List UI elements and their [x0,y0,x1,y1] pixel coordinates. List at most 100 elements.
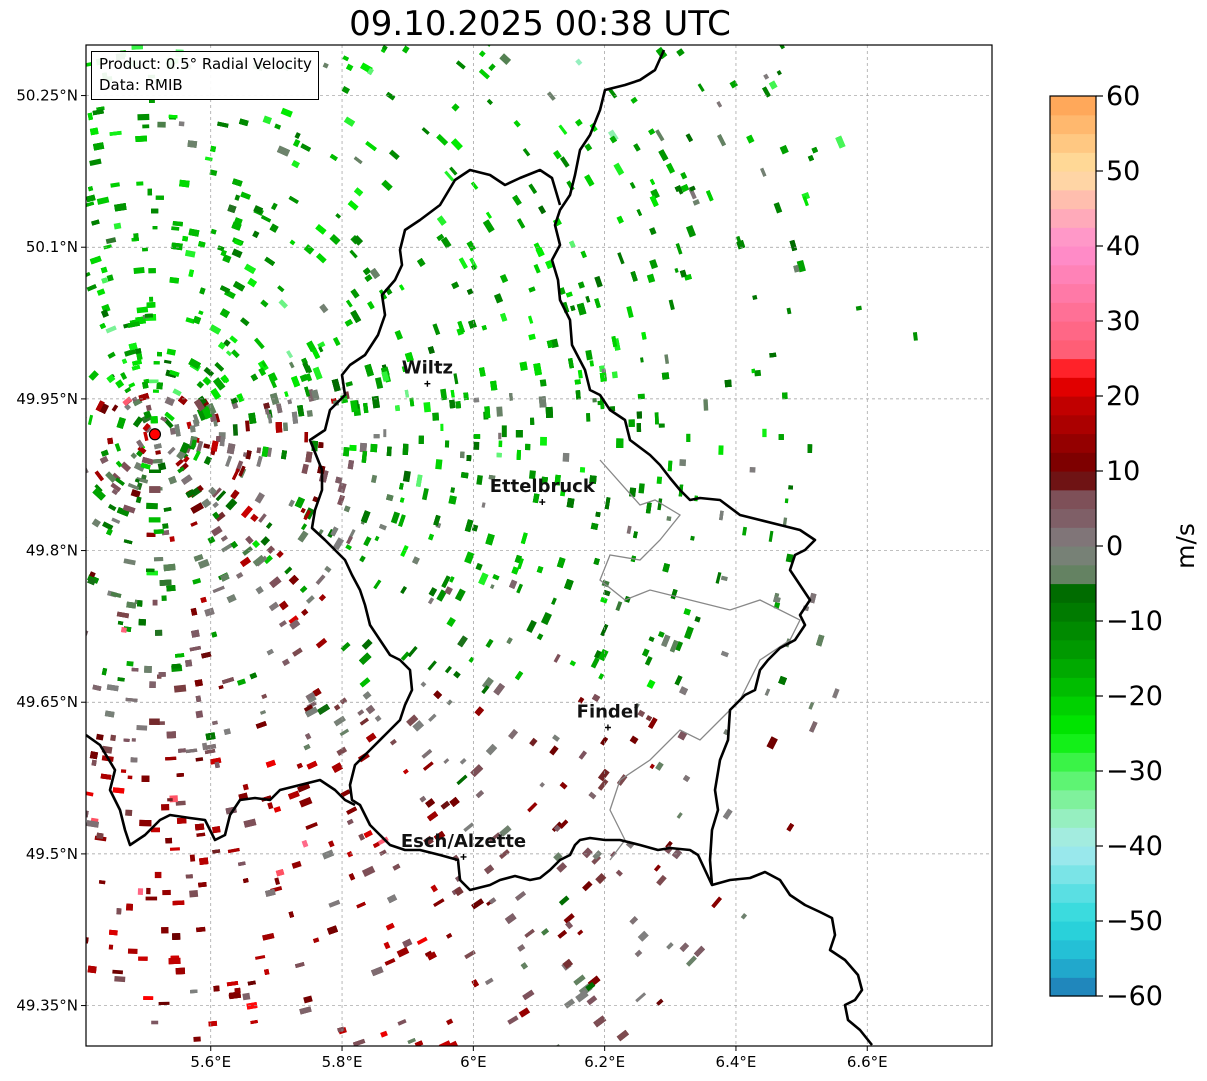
colorbar-tick-label: −60 [1106,981,1163,1012]
colorbar-swatch [1050,639,1096,660]
radar-site-dot [148,428,162,441]
germany-france-border [711,870,874,1046]
city-markers: Wiltz Ettelbruck Findel Esch/Alzette [401,358,639,860]
colorbar-swatch [1050,714,1096,735]
colorbar-swatch [1050,677,1096,697]
colorbar-swatch [1050,921,1096,941]
city-label: Findel [577,702,640,723]
colorbar-swatch [1050,489,1096,510]
colorbar-tick-label: 50 [1106,156,1140,187]
colorbar-swatches [1050,96,1096,997]
colorbar-swatch [1050,789,1096,810]
city-label: Wiltz [402,358,453,379]
colorbar-ticks: 60 50 40 30 20 10 0 −10 −20 −30 −40 −50 −60 [1096,81,1163,1012]
colorbar-swatch [1050,133,1096,153]
colorbar-swatch [1050,958,1096,978]
y-tick-label: 49.65°N [16,693,78,711]
x-tick-label: 6.2°E [584,1053,625,1071]
city-marker [604,724,611,731]
colorbar-swatch [1050,208,1096,228]
colorbar-swatch [1050,377,1096,397]
x-tick-label: 5.8°E [322,1053,363,1071]
colorbar-swatch [1050,771,1096,791]
colorbar-tick-label: −50 [1106,906,1163,937]
axis-ticks: 5.6°E 5.8°E 6°E 6.2°E 6.4°E 6.6°E 50.25°N 50.1°… [16,87,887,1071]
radar-echoes [86,45,918,1046]
colorbar-swatch [1050,189,1096,210]
colorbar-swatch [1050,527,1096,547]
colorbar-swatch [1050,114,1096,135]
colorbar-tick-label: −30 [1106,756,1163,787]
colorbar-swatch [1050,546,1096,566]
colorbar-swatch [1050,171,1096,191]
colorbar-tick-label: −10 [1106,606,1163,637]
luxembourg-border [308,49,817,892]
y-tick-label: 50.1°N [26,238,78,256]
y-tick-label: 49.8°N [26,542,78,560]
colorbar-swatch [1050,246,1096,266]
colorbar-swatch [1050,564,1096,585]
colorbar-swatch [1050,883,1096,903]
product-label: Product: 0.5° Radial Velocity [99,55,312,73]
colorbar-swatch [1050,452,1096,472]
product-info-box: Product: 0.5° Radial Velocity Data: RMIB [91,51,319,100]
colorbar-swatch [1050,864,1096,885]
x-tick-label: 6.6°E [847,1053,888,1071]
colorbar-swatch [1050,827,1096,847]
data-source-label: Data: RMIB [99,76,183,94]
city-label: Esch/Alzette [401,831,526,852]
x-tick-label: 6.4°E [716,1053,757,1071]
colorbar-label: m/s [1171,523,1200,569]
colorbar-swatch [1050,227,1096,247]
colorbar-swatch [1050,358,1096,378]
colorbar-swatch [1050,283,1096,303]
colorbar-swatch [1050,96,1096,116]
colorbar-swatch [1050,977,1096,997]
colorbar-swatch [1050,602,1096,622]
city-label: Ettelbruck [490,476,596,497]
colorbar-swatch [1050,339,1096,360]
colorbar-tick-label: 40 [1106,231,1140,262]
colorbar-swatch [1050,471,1096,491]
region-border [599,459,801,861]
y-tick-label: 49.5°N [26,845,78,863]
colorbar-swatch [1050,583,1096,603]
colorbar-swatch [1050,152,1096,172]
city-marker [424,380,431,387]
colorbar-tick-label: −40 [1106,831,1163,862]
x-tick-label: 6°E [460,1053,487,1071]
y-tick-label: 49.35°N [16,997,78,1015]
y-tick-label: 50.25°N [16,87,78,105]
country-borders [86,49,874,1046]
colorbar-swatch [1050,846,1096,866]
colorbar-swatch [1050,808,1096,828]
radar-site-marker [148,428,162,441]
colorbar-tick-label: 0 [1106,531,1123,562]
colorbar-swatch [1050,733,1096,753]
map-title: 09.10.2025 00:38 UTC [349,4,731,44]
colorbar-tick-label: −20 [1106,681,1163,712]
colorbar-swatch [1050,939,1096,960]
colorbar-swatch [1050,658,1096,678]
colorbar-swatch [1050,396,1096,416]
city-marker [460,853,467,860]
france-belgium-border [86,733,356,847]
colorbar-swatch [1050,321,1096,341]
colorbar-swatch [1050,902,1096,922]
city-marker [539,499,546,506]
colorbar-tick-label: 30 [1106,306,1140,337]
colorbar-swatch [1050,302,1096,322]
colorbar-swatch [1050,433,1096,453]
colorbar-tick-label: 60 [1106,81,1140,112]
colorbar-swatch [1050,414,1096,435]
colorbar-swatch [1050,696,1096,716]
colorbar-swatch [1050,508,1096,528]
plot-frame [85,44,993,1047]
colorbar-swatch [1050,752,1096,772]
colorbar-swatch [1050,621,1096,641]
colorbar-tick-label: 20 [1106,381,1140,412]
y-tick-label: 49.95°N [16,390,78,408]
x-tick-label: 5.6°E [190,1053,231,1071]
